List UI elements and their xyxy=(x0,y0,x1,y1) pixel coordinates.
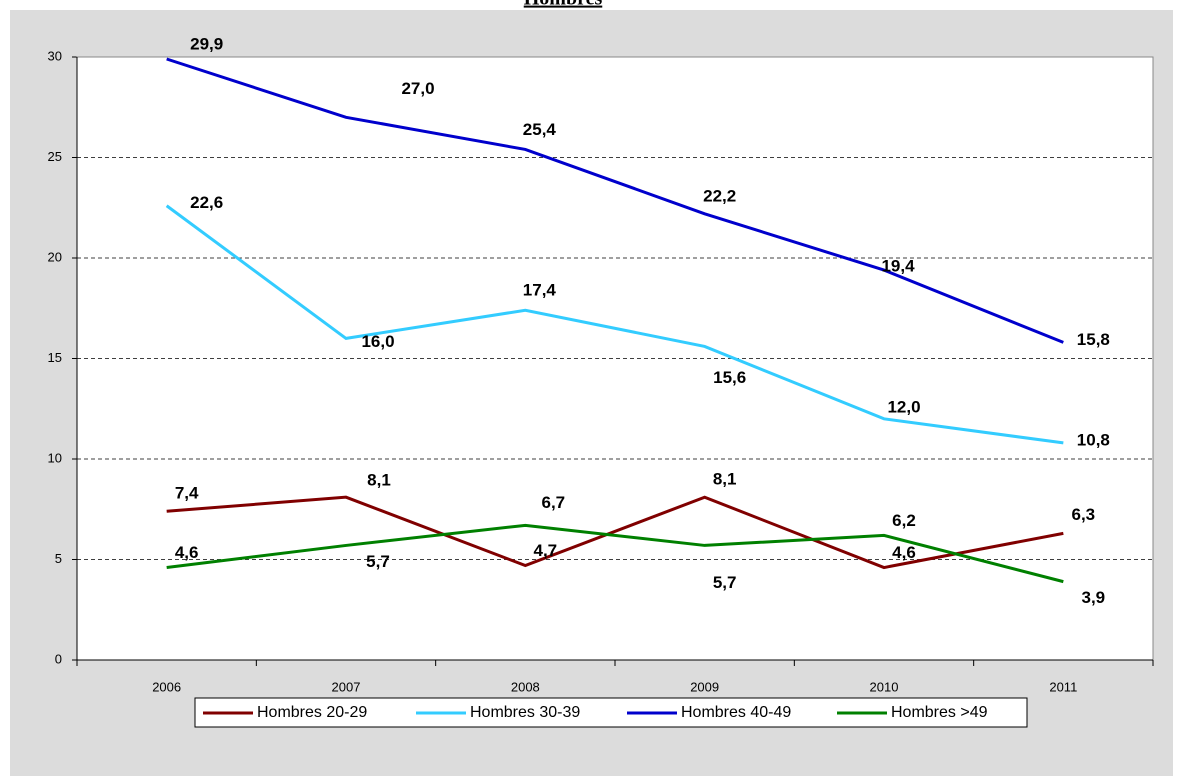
y-tick-label: 30 xyxy=(48,48,62,63)
value-label: 6,7 xyxy=(542,493,566,512)
value-label: 6,2 xyxy=(892,511,916,530)
x-tick-label: 2007 xyxy=(332,679,361,694)
value-label: 16,0 xyxy=(361,332,394,351)
value-label: 4,6 xyxy=(175,543,199,562)
value-label: 8,1 xyxy=(713,470,737,489)
value-label: 19,4 xyxy=(881,257,915,276)
value-label: 25,4 xyxy=(523,120,557,139)
value-label: 27,0 xyxy=(401,79,434,98)
y-tick-label: 15 xyxy=(48,350,62,365)
value-label: 6,3 xyxy=(1072,505,1096,524)
x-tick-label: 2006 xyxy=(152,679,181,694)
value-label: 7,4 xyxy=(175,484,199,503)
value-label: 5,7 xyxy=(366,552,390,571)
series-line xyxy=(165,204,1064,445)
value-label: 12,0 xyxy=(887,397,920,416)
x-tick-label: 2011 xyxy=(1049,679,1077,694)
y-tick-label: 5 xyxy=(55,551,62,566)
value-label: 8,1 xyxy=(367,471,391,490)
value-label: 22,6 xyxy=(190,193,223,212)
chart-title: Hombres xyxy=(524,0,603,10)
value-label: 5,7 xyxy=(713,573,737,592)
x-tick-label: 2008 xyxy=(511,679,540,694)
y-tick-label: 25 xyxy=(48,149,62,164)
legend xyxy=(194,697,1028,728)
value-label: 4,6 xyxy=(892,543,916,562)
y-tick-label: 20 xyxy=(48,249,62,264)
value-label: 3,9 xyxy=(1082,588,1106,607)
legend-label: Hombres 30-39 xyxy=(470,704,580,721)
value-label: 10,8 xyxy=(1077,430,1110,449)
series-line xyxy=(166,495,1064,570)
value-label: 4,7 xyxy=(534,541,558,560)
y-tick-label: 0 xyxy=(55,651,62,666)
value-label: 17,4 xyxy=(523,281,557,300)
y-tick-label: 10 xyxy=(48,450,62,465)
legend-label: Hombres 40-49 xyxy=(681,704,791,721)
legend-label: Hombres 20-29 xyxy=(257,704,367,721)
legend-label: Hombres >49 xyxy=(891,704,988,721)
value-label: 15,6 xyxy=(713,368,746,387)
value-label: 15,8 xyxy=(1077,330,1110,349)
series-line xyxy=(166,57,1064,344)
x-tick-label: 2009 xyxy=(690,679,719,694)
series-line xyxy=(166,523,1064,584)
value-label: 29,9 xyxy=(190,34,223,53)
value-label: 22,2 xyxy=(703,186,736,205)
x-tick-label: 2010 xyxy=(870,679,899,694)
